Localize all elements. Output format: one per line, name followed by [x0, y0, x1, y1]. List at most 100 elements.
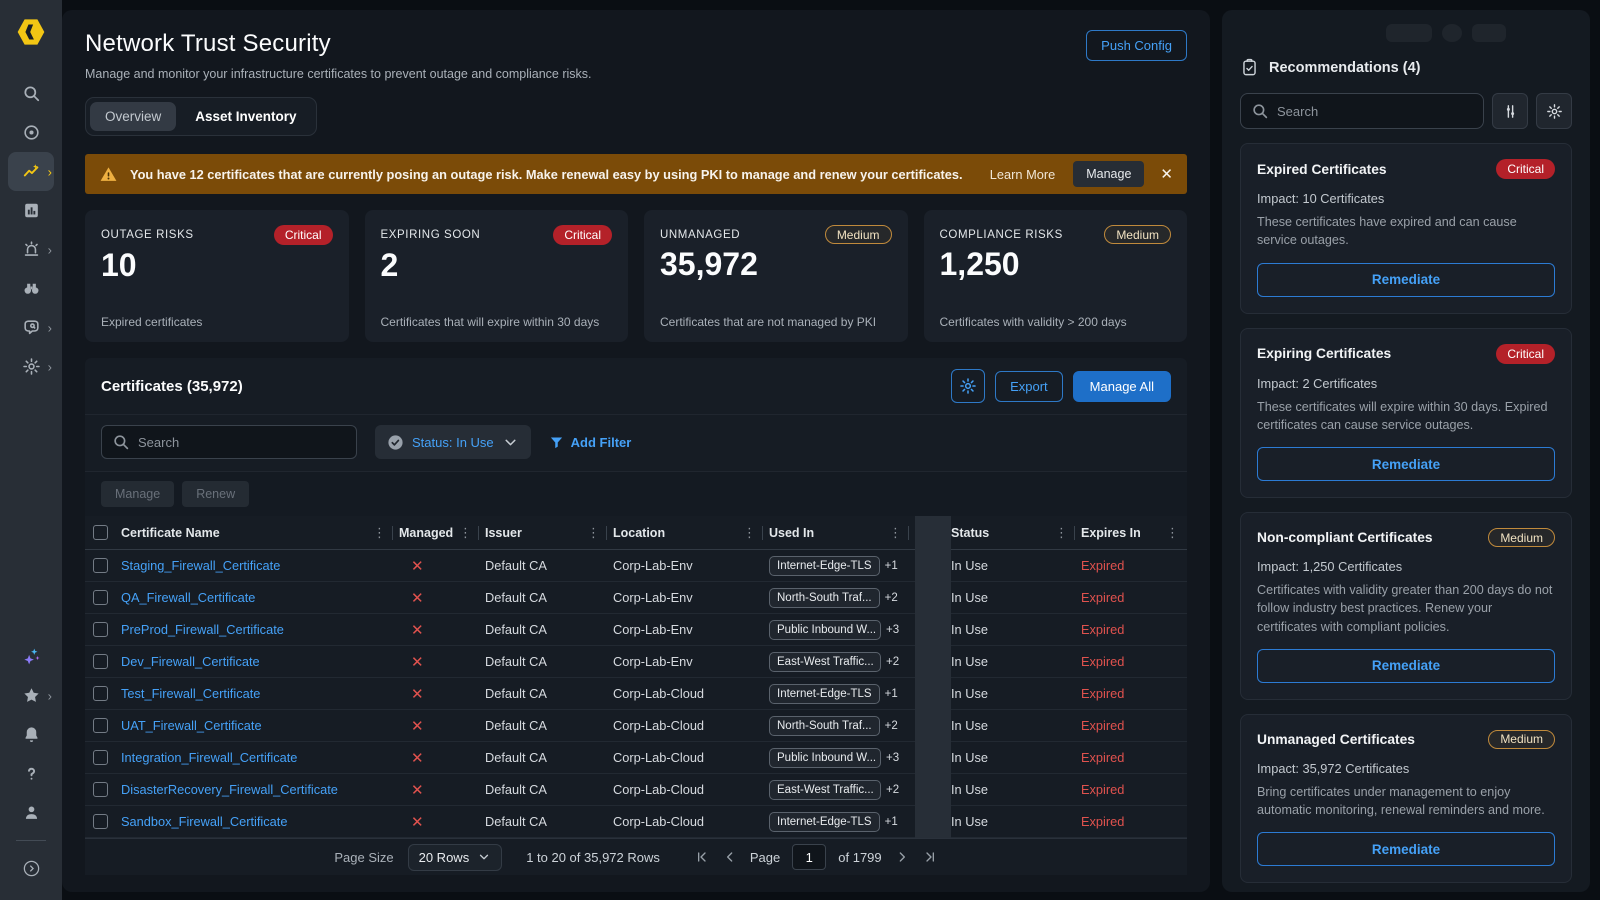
sidebar-item-incidents[interactable]: ›	[8, 230, 54, 269]
sidebar-item-search[interactable]	[8, 74, 54, 113]
remediate-button[interactable]: Remediate	[1257, 649, 1555, 683]
column-header-location[interactable]: Location⋮	[613, 516, 769, 550]
certificates-search[interactable]	[101, 425, 357, 459]
remediate-button[interactable]: Remediate	[1257, 263, 1555, 297]
tab-overview[interactable]: Overview	[90, 102, 176, 131]
last-page-icon[interactable]	[922, 849, 938, 865]
column-header-issuer[interactable]: Issuer⋮	[485, 516, 613, 550]
used-in-more-count[interactable]: +2	[886, 656, 899, 668]
column-menu-icon[interactable]: ⋮	[585, 525, 602, 541]
column-header-expires-in[interactable]: Expires In⋮	[1081, 516, 1187, 550]
sidebar-item-settings[interactable]: ›	[8, 347, 54, 386]
sidebar-collapse-button[interactable]	[8, 849, 54, 888]
row-checkbox[interactable]	[85, 646, 121, 678]
sidebar-item-target[interactable]	[8, 113, 54, 152]
row-checkbox[interactable]	[85, 710, 121, 742]
certificates-search-input[interactable]	[138, 435, 346, 450]
bulk-manage-button[interactable]: Manage	[101, 481, 174, 507]
brand-logo-icon[interactable]	[15, 16, 47, 48]
used-in-chip[interactable]: Public Inbound W...	[769, 620, 881, 640]
certificate-link[interactable]: Sandbox_Firewall_Certificate	[121, 814, 287, 829]
row-checkbox[interactable]	[85, 550, 121, 582]
sidebar-item-policies[interactable]: ›	[8, 308, 54, 347]
row-checkbox[interactable]	[85, 678, 121, 710]
certificate-link[interactable]: DisasterRecovery_Firewall_Certificate	[121, 782, 338, 797]
sidebar-item-favorites[interactable]: ›	[8, 676, 54, 715]
used-in-more-count[interactable]: +1	[885, 560, 898, 572]
row-checkbox[interactable]	[85, 742, 121, 774]
row-checkbox[interactable]	[85, 582, 121, 614]
tab-asset-inventory[interactable]: Asset Inventory	[180, 102, 311, 131]
expires-in-cell: Expired	[1081, 646, 1187, 678]
status-filter-chip[interactable]: Status: In Use	[375, 425, 531, 459]
used-in-more-count[interactable]: +3	[886, 752, 899, 764]
row-checkbox[interactable]	[85, 614, 121, 646]
first-page-icon[interactable]	[694, 849, 710, 865]
remediate-button[interactable]: Remediate	[1257, 832, 1555, 866]
sidebar-item-reports[interactable]	[8, 191, 54, 230]
used-in-chip[interactable]: Internet-Edge-TLS	[769, 812, 880, 832]
sidebar-item-ai-sparkles[interactable]	[8, 637, 54, 676]
sidebar-item-notifications[interactable]	[8, 715, 54, 754]
certificate-link[interactable]: UAT_Firewall_Certificate	[121, 718, 262, 733]
funnel-icon	[549, 435, 564, 450]
used-in-chip[interactable]: East-West Traffic...	[769, 780, 881, 800]
certificate-name-cell: QA_Firewall_Certificate	[121, 582, 399, 614]
used-in-more-count[interactable]: +1	[885, 688, 898, 700]
sidebar-item-user[interactable]	[8, 793, 54, 832]
recommendations-search[interactable]	[1240, 93, 1484, 129]
push-config-button[interactable]: Push Config	[1086, 30, 1187, 61]
certificate-link[interactable]: Integration_Firewall_Certificate	[121, 750, 297, 765]
certificate-link[interactable]: QA_Firewall_Certificate	[121, 590, 255, 605]
learn-more-link[interactable]: Learn More	[990, 167, 1055, 182]
next-page-icon[interactable]	[894, 849, 910, 865]
add-filter-button[interactable]: Add Filter	[549, 435, 632, 450]
recommendations-settings-button[interactable]	[1536, 93, 1572, 129]
certificate-link[interactable]: PreProd_Firewall_Certificate	[121, 622, 284, 637]
export-button[interactable]: Export	[995, 371, 1063, 402]
column-header-used-in[interactable]: Used In⋮	[769, 516, 915, 550]
column-menu-icon[interactable]: ⋮	[371, 525, 388, 541]
column-menu-icon[interactable]: ⋮	[1164, 525, 1181, 541]
bulk-renew-button[interactable]: Renew	[182, 481, 249, 507]
used-in-more-count[interactable]: +3	[886, 624, 899, 636]
used-in-more-count[interactable]: +2	[885, 592, 898, 604]
used-in-more-count[interactable]: +2	[886, 784, 899, 796]
used-in-chip[interactable]: Public Inbound W...	[769, 748, 881, 768]
row-checkbox[interactable]	[85, 774, 121, 806]
banner-manage-button[interactable]: Manage	[1073, 161, 1144, 187]
row-checkbox[interactable]	[85, 806, 121, 838]
used-in-chip[interactable]: North-South Traf...	[769, 588, 880, 608]
select-all-checkbox[interactable]	[85, 516, 121, 550]
used-in-chip[interactable]: North-South Traf...	[769, 716, 880, 736]
column-menu-icon[interactable]: ⋮	[887, 525, 904, 541]
table-settings-button[interactable]	[951, 369, 985, 403]
banner-close-icon[interactable]: ✕	[1160, 165, 1173, 183]
column-menu-icon[interactable]: ⋮	[457, 525, 474, 541]
column-header-status[interactable]: Status⋮	[951, 516, 1081, 550]
column-menu-icon[interactable]: ⋮	[1053, 525, 1070, 541]
certificate-link[interactable]: Staging_Firewall_Certificate	[121, 558, 280, 573]
sidebar-item-network-trust[interactable]: ›	[8, 152, 54, 191]
column-header-managed[interactable]: Managed⋮	[399, 516, 485, 550]
used-in-more-count[interactable]: +1	[885, 816, 898, 828]
sidebar-item-help[interactable]	[8, 754, 54, 793]
used-in-chip[interactable]: Internet-Edge-TLS	[769, 684, 880, 704]
page-number-input[interactable]	[792, 844, 826, 870]
prev-page-icon[interactable]	[722, 849, 738, 865]
used-in-chip[interactable]: Internet-Edge-TLS	[769, 556, 880, 576]
certificate-link[interactable]: Dev_Firewall_Certificate	[121, 654, 260, 669]
certificate-link[interactable]: Test_Firewall_Certificate	[121, 686, 260, 701]
pagination-range: 1 to 20 of 35,972 Rows	[526, 850, 660, 865]
page-size-dropdown[interactable]: 20 Rows	[408, 844, 503, 871]
used-in-more-count[interactable]: +2	[885, 720, 898, 732]
used-in-chip[interactable]: East-West Traffic...	[769, 652, 881, 672]
recommendations-search-input[interactable]	[1277, 104, 1473, 119]
column-header-certificate-name[interactable]: Certificate Name⋮	[121, 516, 399, 550]
remediate-button[interactable]: Remediate	[1257, 447, 1555, 481]
manage-all-button[interactable]: Manage All	[1073, 371, 1171, 402]
outage-risk-banner: You have 12 certificates that are curren…	[85, 154, 1187, 194]
filter-sliders-button[interactable]	[1492, 93, 1528, 129]
sidebar-item-discover[interactable]	[8, 269, 54, 308]
column-menu-icon[interactable]: ⋮	[741, 525, 758, 541]
